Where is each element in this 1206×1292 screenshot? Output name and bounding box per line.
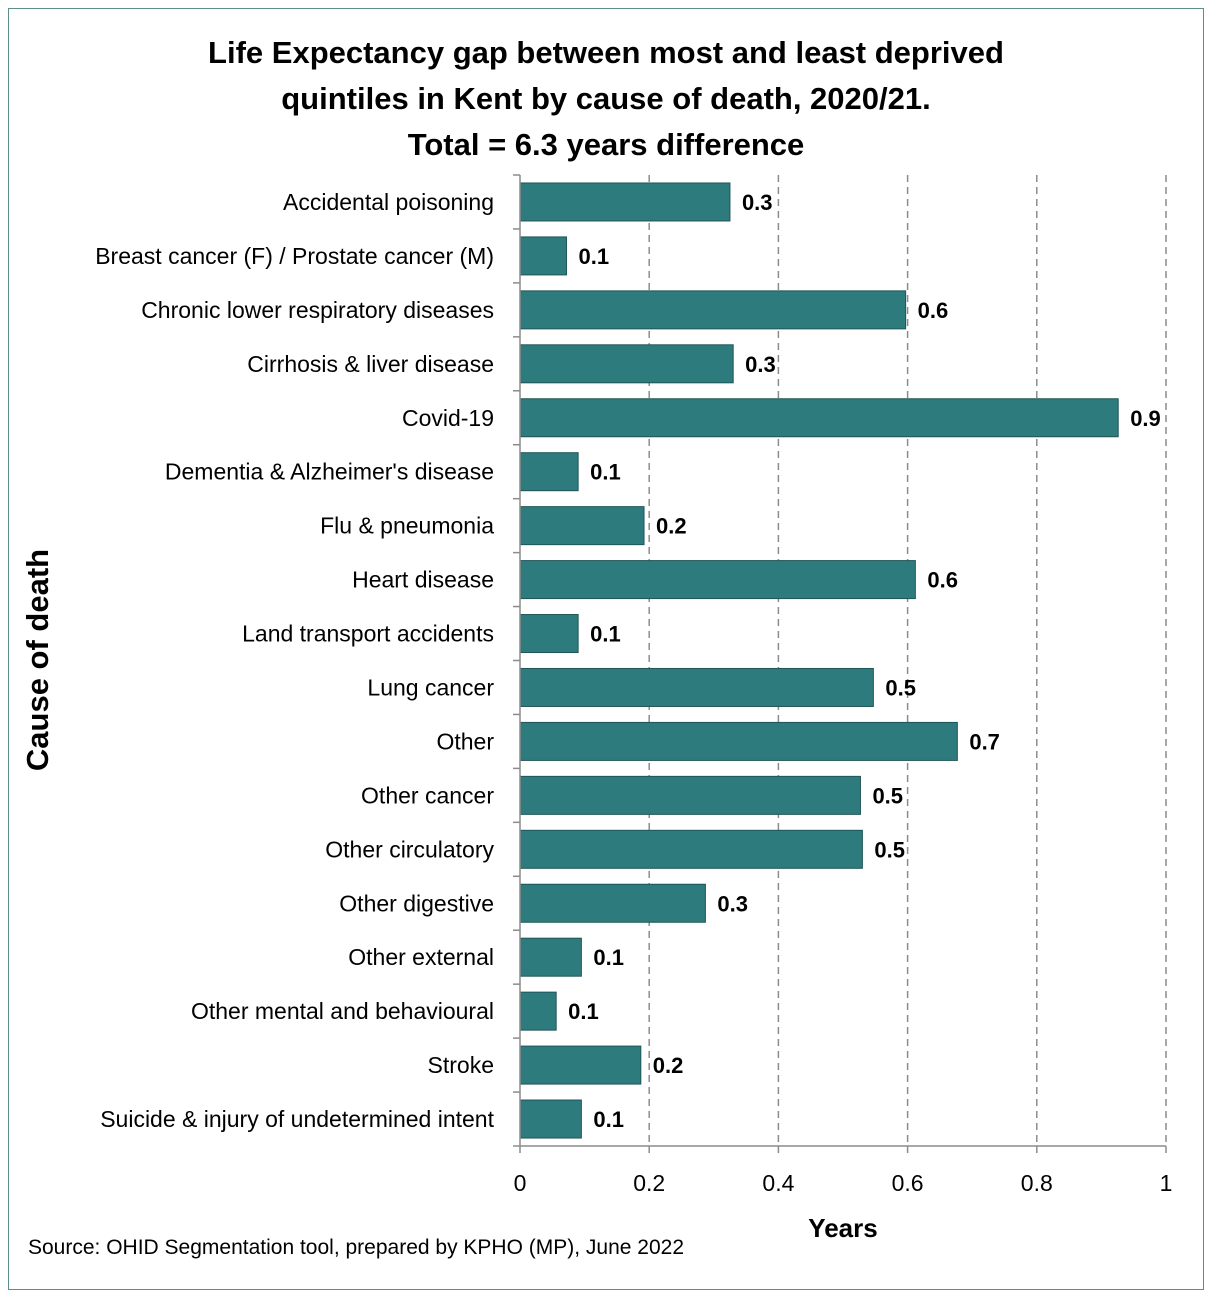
data-label: 0.3 — [717, 891, 748, 916]
x-tick-label: 0.4 — [762, 1170, 794, 1196]
category-label: Other circulatory — [325, 836, 494, 862]
bar — [519, 883, 706, 923]
bar — [519, 182, 731, 222]
category-label: Flu & pneumonia — [320, 513, 494, 539]
category-label: Cirrhosis & liver disease — [247, 351, 494, 377]
x-tick-label: 0.6 — [892, 1170, 924, 1196]
bar — [519, 506, 645, 546]
bar — [519, 991, 557, 1031]
data-label: 0.1 — [593, 1107, 624, 1132]
data-label: 0.6 — [918, 298, 949, 323]
bar — [519, 236, 568, 276]
bar — [519, 829, 863, 869]
category-label: Lung cancer — [367, 674, 494, 700]
x-tick-label: 0.8 — [1021, 1170, 1053, 1196]
data-label: 0.3 — [742, 190, 773, 215]
category-label: Stroke — [428, 1052, 494, 1078]
category-label: Accidental poisoning — [283, 189, 494, 215]
x-axis-title: Years — [808, 1213, 877, 1243]
category-label: Dementia & Alzheimer's disease — [165, 459, 494, 485]
category-label: Breast cancer (F) / Prostate cancer (M) — [95, 243, 494, 269]
y-axis-title: Cause of death — [20, 549, 55, 771]
bar — [519, 290, 907, 330]
data-label: 0.1 — [590, 622, 621, 647]
category-label: Other external — [348, 944, 494, 970]
bar — [519, 937, 582, 977]
title-line-3: Total = 6.3 years difference — [407, 127, 805, 162]
data-label: 0.1 — [593, 945, 624, 970]
bar — [519, 344, 734, 384]
data-label: 0.9 — [1130, 406, 1161, 431]
bar — [519, 560, 916, 600]
data-label: 0.1 — [590, 460, 621, 485]
bar — [519, 1045, 642, 1085]
category-label: Heart disease — [352, 567, 494, 593]
data-label: 0.5 — [885, 675, 916, 700]
title-line-1: Life Expectancy gap between most and lea… — [208, 35, 1004, 70]
category-label: Other — [436, 728, 494, 754]
category-label: Other cancer — [361, 782, 494, 808]
bar — [519, 775, 861, 815]
source-note: Source: OHID Segmentation tool, prepared… — [28, 1236, 684, 1259]
data-label: 0.5 — [872, 783, 903, 808]
data-label: 0.2 — [653, 1053, 684, 1078]
data-label: 0.6 — [927, 568, 958, 593]
title-line-2: quintiles in Kent by cause of death, 202… — [281, 81, 931, 116]
x-tick-label: 0 — [514, 1170, 527, 1196]
bar — [519, 614, 579, 654]
x-tick-label: 1 — [1160, 1170, 1173, 1196]
bar — [519, 667, 874, 707]
category-label: Other digestive — [339, 890, 494, 916]
x-tick-label: 0.2 — [633, 1170, 665, 1196]
bar — [519, 452, 579, 492]
chart-title: Life Expectancy gap between most and lea… — [8, 30, 1204, 168]
bar — [519, 721, 958, 761]
data-label: 0.7 — [969, 729, 1000, 754]
data-label: 0.1 — [568, 999, 599, 1024]
bar — [519, 1099, 582, 1139]
category-label: Land transport accidents — [242, 621, 494, 647]
data-label: 0.1 — [579, 244, 610, 269]
category-label: Covid-19 — [402, 405, 494, 431]
data-label: 0.2 — [656, 514, 687, 539]
data-label: 0.3 — [745, 352, 776, 377]
category-label: Chronic lower respiratory diseases — [141, 297, 494, 323]
bar — [519, 398, 1119, 438]
category-label: Other mental and behavioural — [191, 998, 494, 1024]
data-label: 0.5 — [874, 837, 905, 862]
category-label: Suicide & injury of undetermined intent — [100, 1106, 494, 1132]
chart-frame — [8, 8, 1204, 1290]
